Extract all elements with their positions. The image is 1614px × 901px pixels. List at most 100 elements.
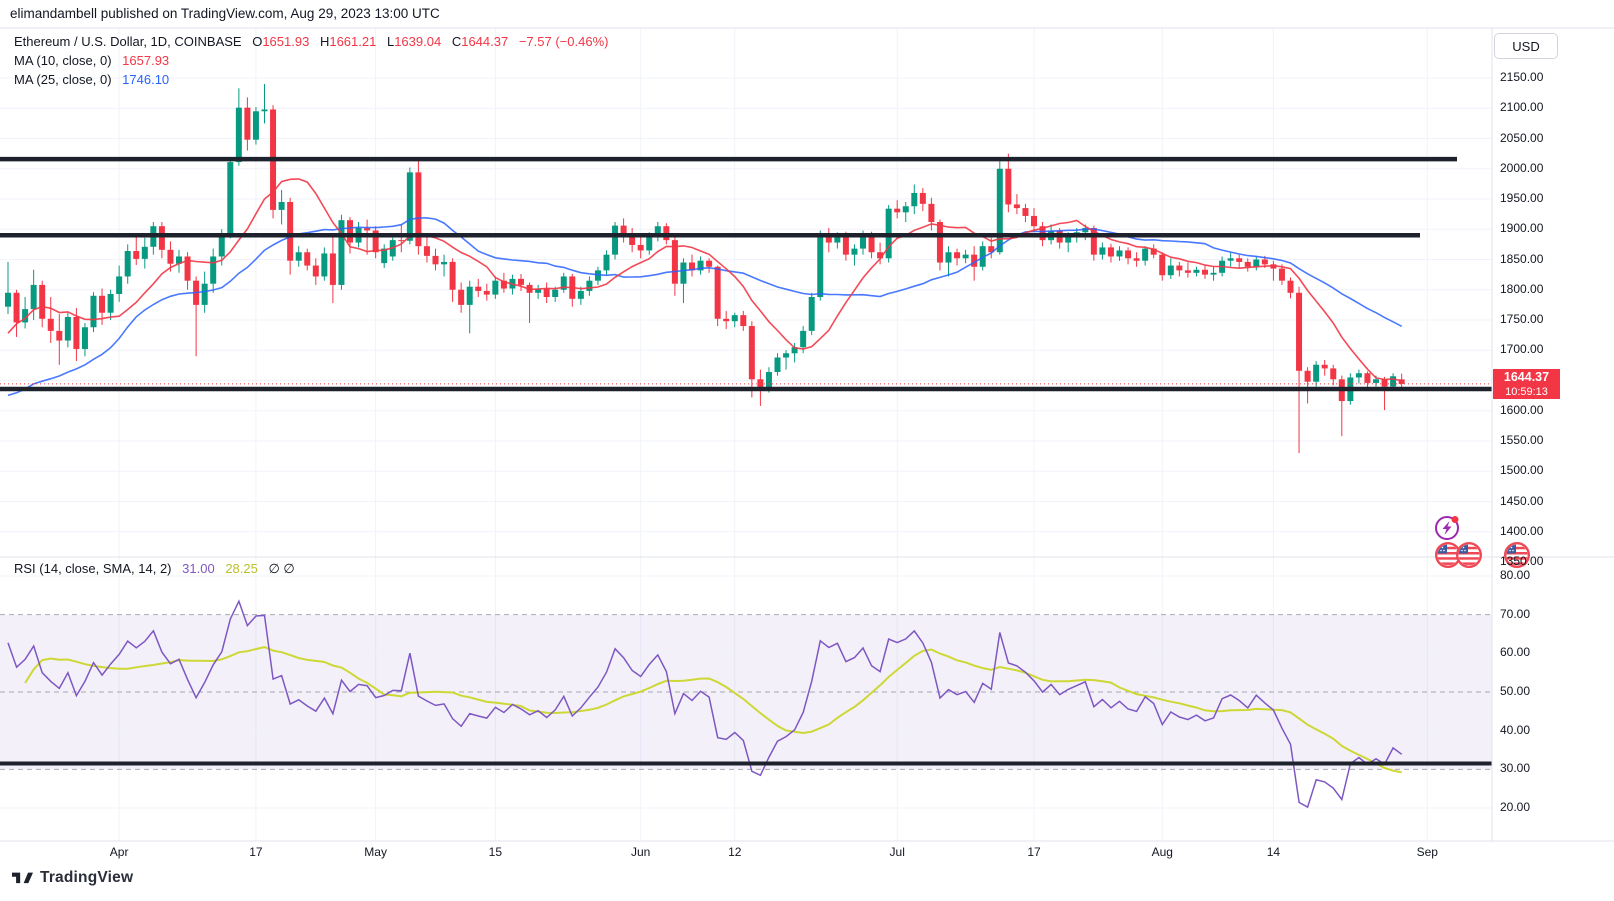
symbol-ohlc-row[interactable]: Ethereum / U.S. Dollar, 1D, COINBASE O16… xyxy=(14,33,608,50)
candle xyxy=(936,221,943,263)
high-value: 1661.21 xyxy=(329,34,377,49)
bar-countdown-label: 10:59:13 xyxy=(1493,385,1560,399)
candle xyxy=(116,276,123,294)
candle xyxy=(971,254,978,267)
candle xyxy=(423,246,430,256)
candle xyxy=(535,288,542,293)
candle xyxy=(1313,364,1320,382)
candle xyxy=(1244,261,1251,267)
candle xyxy=(1116,250,1123,257)
rsi-sma-value: 28.25 xyxy=(225,561,258,576)
candle xyxy=(124,251,131,277)
calendar-event-lightning-icon[interactable] xyxy=(1435,516,1459,540)
candle xyxy=(1107,247,1114,257)
candle xyxy=(1202,269,1208,275)
candle xyxy=(364,228,371,231)
candle xyxy=(1330,368,1337,380)
high-label: H xyxy=(319,34,330,49)
candle xyxy=(1184,270,1191,273)
price-tick-label: 2100.00 xyxy=(1500,100,1544,115)
low-label: L xyxy=(386,34,395,49)
candle xyxy=(1261,259,1268,265)
currency-toggle-button[interactable]: USD xyxy=(1494,33,1558,59)
candle xyxy=(483,290,490,295)
ma10-legend-row[interactable]: MA (10, close, 0) 1657.93 xyxy=(14,52,608,69)
price-tick-label: 1550.00 xyxy=(1500,433,1544,447)
candle xyxy=(39,284,46,319)
candle xyxy=(338,220,345,285)
candle xyxy=(731,315,738,322)
candle xyxy=(347,220,353,243)
candle xyxy=(99,295,106,313)
candle xyxy=(458,289,465,305)
candle xyxy=(1296,292,1303,371)
calendar-event-flag-icon[interactable] xyxy=(1434,542,1461,569)
rsi-tick-label: 70.00 xyxy=(1500,606,1531,621)
candle xyxy=(1304,370,1311,382)
candle xyxy=(765,372,772,388)
candle xyxy=(612,225,619,255)
candle xyxy=(834,235,841,243)
tradingview-brand-text[interactable]: TradingView xyxy=(40,869,134,886)
candle xyxy=(372,230,379,253)
time-tick-label: 12 xyxy=(728,845,742,859)
candle xyxy=(1236,258,1243,262)
candle xyxy=(902,206,909,213)
rsi-tick-label: 60.00 xyxy=(1500,645,1531,660)
candle xyxy=(1065,236,1072,243)
rsi-value: 31.00 xyxy=(182,561,215,576)
candle xyxy=(329,253,336,285)
candle xyxy=(398,240,405,242)
close-value: 1644.37 xyxy=(461,34,509,49)
candle xyxy=(1133,258,1140,261)
candle xyxy=(860,234,866,249)
price-tick-label: 1700.00 xyxy=(1500,342,1544,357)
candle xyxy=(278,202,285,210)
rsi-legend-row[interactable]: RSI (14, close, SMA, 14, 2) 31.00 28.25 … xyxy=(14,561,295,577)
candle xyxy=(1031,215,1037,227)
candle xyxy=(620,225,627,234)
candle xyxy=(1150,248,1157,255)
rsi-placeholder-icons: ∅ ∅ xyxy=(268,561,295,576)
candle xyxy=(90,295,97,328)
candle xyxy=(1253,259,1260,267)
candle xyxy=(56,330,63,341)
candle xyxy=(1082,228,1089,233)
candle xyxy=(312,265,319,277)
price-tick-label: 1750.00 xyxy=(1500,312,1544,326)
candle xyxy=(406,172,413,241)
candle xyxy=(654,226,661,238)
tradingview-logo-icon[interactable] xyxy=(12,870,33,887)
symbol-title[interactable]: Ethereum / U.S. Dollar, 1D, COINBASE xyxy=(14,34,242,49)
candle xyxy=(637,244,644,251)
footer: TradingView xyxy=(12,869,133,887)
candle xyxy=(877,252,884,259)
candle xyxy=(817,235,824,298)
time-tick-label: 15 xyxy=(488,845,503,859)
candle xyxy=(543,288,550,298)
publish-watermark: elimandambell published on TradingView.c… xyxy=(10,6,440,21)
time-tick-label: Jun xyxy=(631,845,651,859)
calendar-event-flag-icon[interactable] xyxy=(1503,542,1530,569)
ma25-label: MA (25, close, 0) xyxy=(14,72,112,87)
candle xyxy=(1381,379,1388,387)
candle xyxy=(740,315,747,327)
rsi-tick-label: 30.00 xyxy=(1500,761,1531,776)
candle xyxy=(1364,373,1371,383)
candle xyxy=(1287,280,1294,293)
candle xyxy=(1355,373,1362,378)
candle xyxy=(30,284,37,310)
candle xyxy=(1167,265,1174,276)
ma25-legend-row[interactable]: MA (25, close, 0) 1746.10 xyxy=(14,71,608,88)
calendar-event-flag-icon[interactable] xyxy=(1455,542,1482,569)
rsi-tick-label: 40.00 xyxy=(1500,722,1531,737)
candle xyxy=(954,252,961,259)
candle xyxy=(919,192,926,204)
candle xyxy=(851,248,858,255)
candle xyxy=(415,172,422,247)
candle xyxy=(646,237,653,251)
candle xyxy=(47,318,54,331)
rsi-sma-line xyxy=(24,646,1402,774)
